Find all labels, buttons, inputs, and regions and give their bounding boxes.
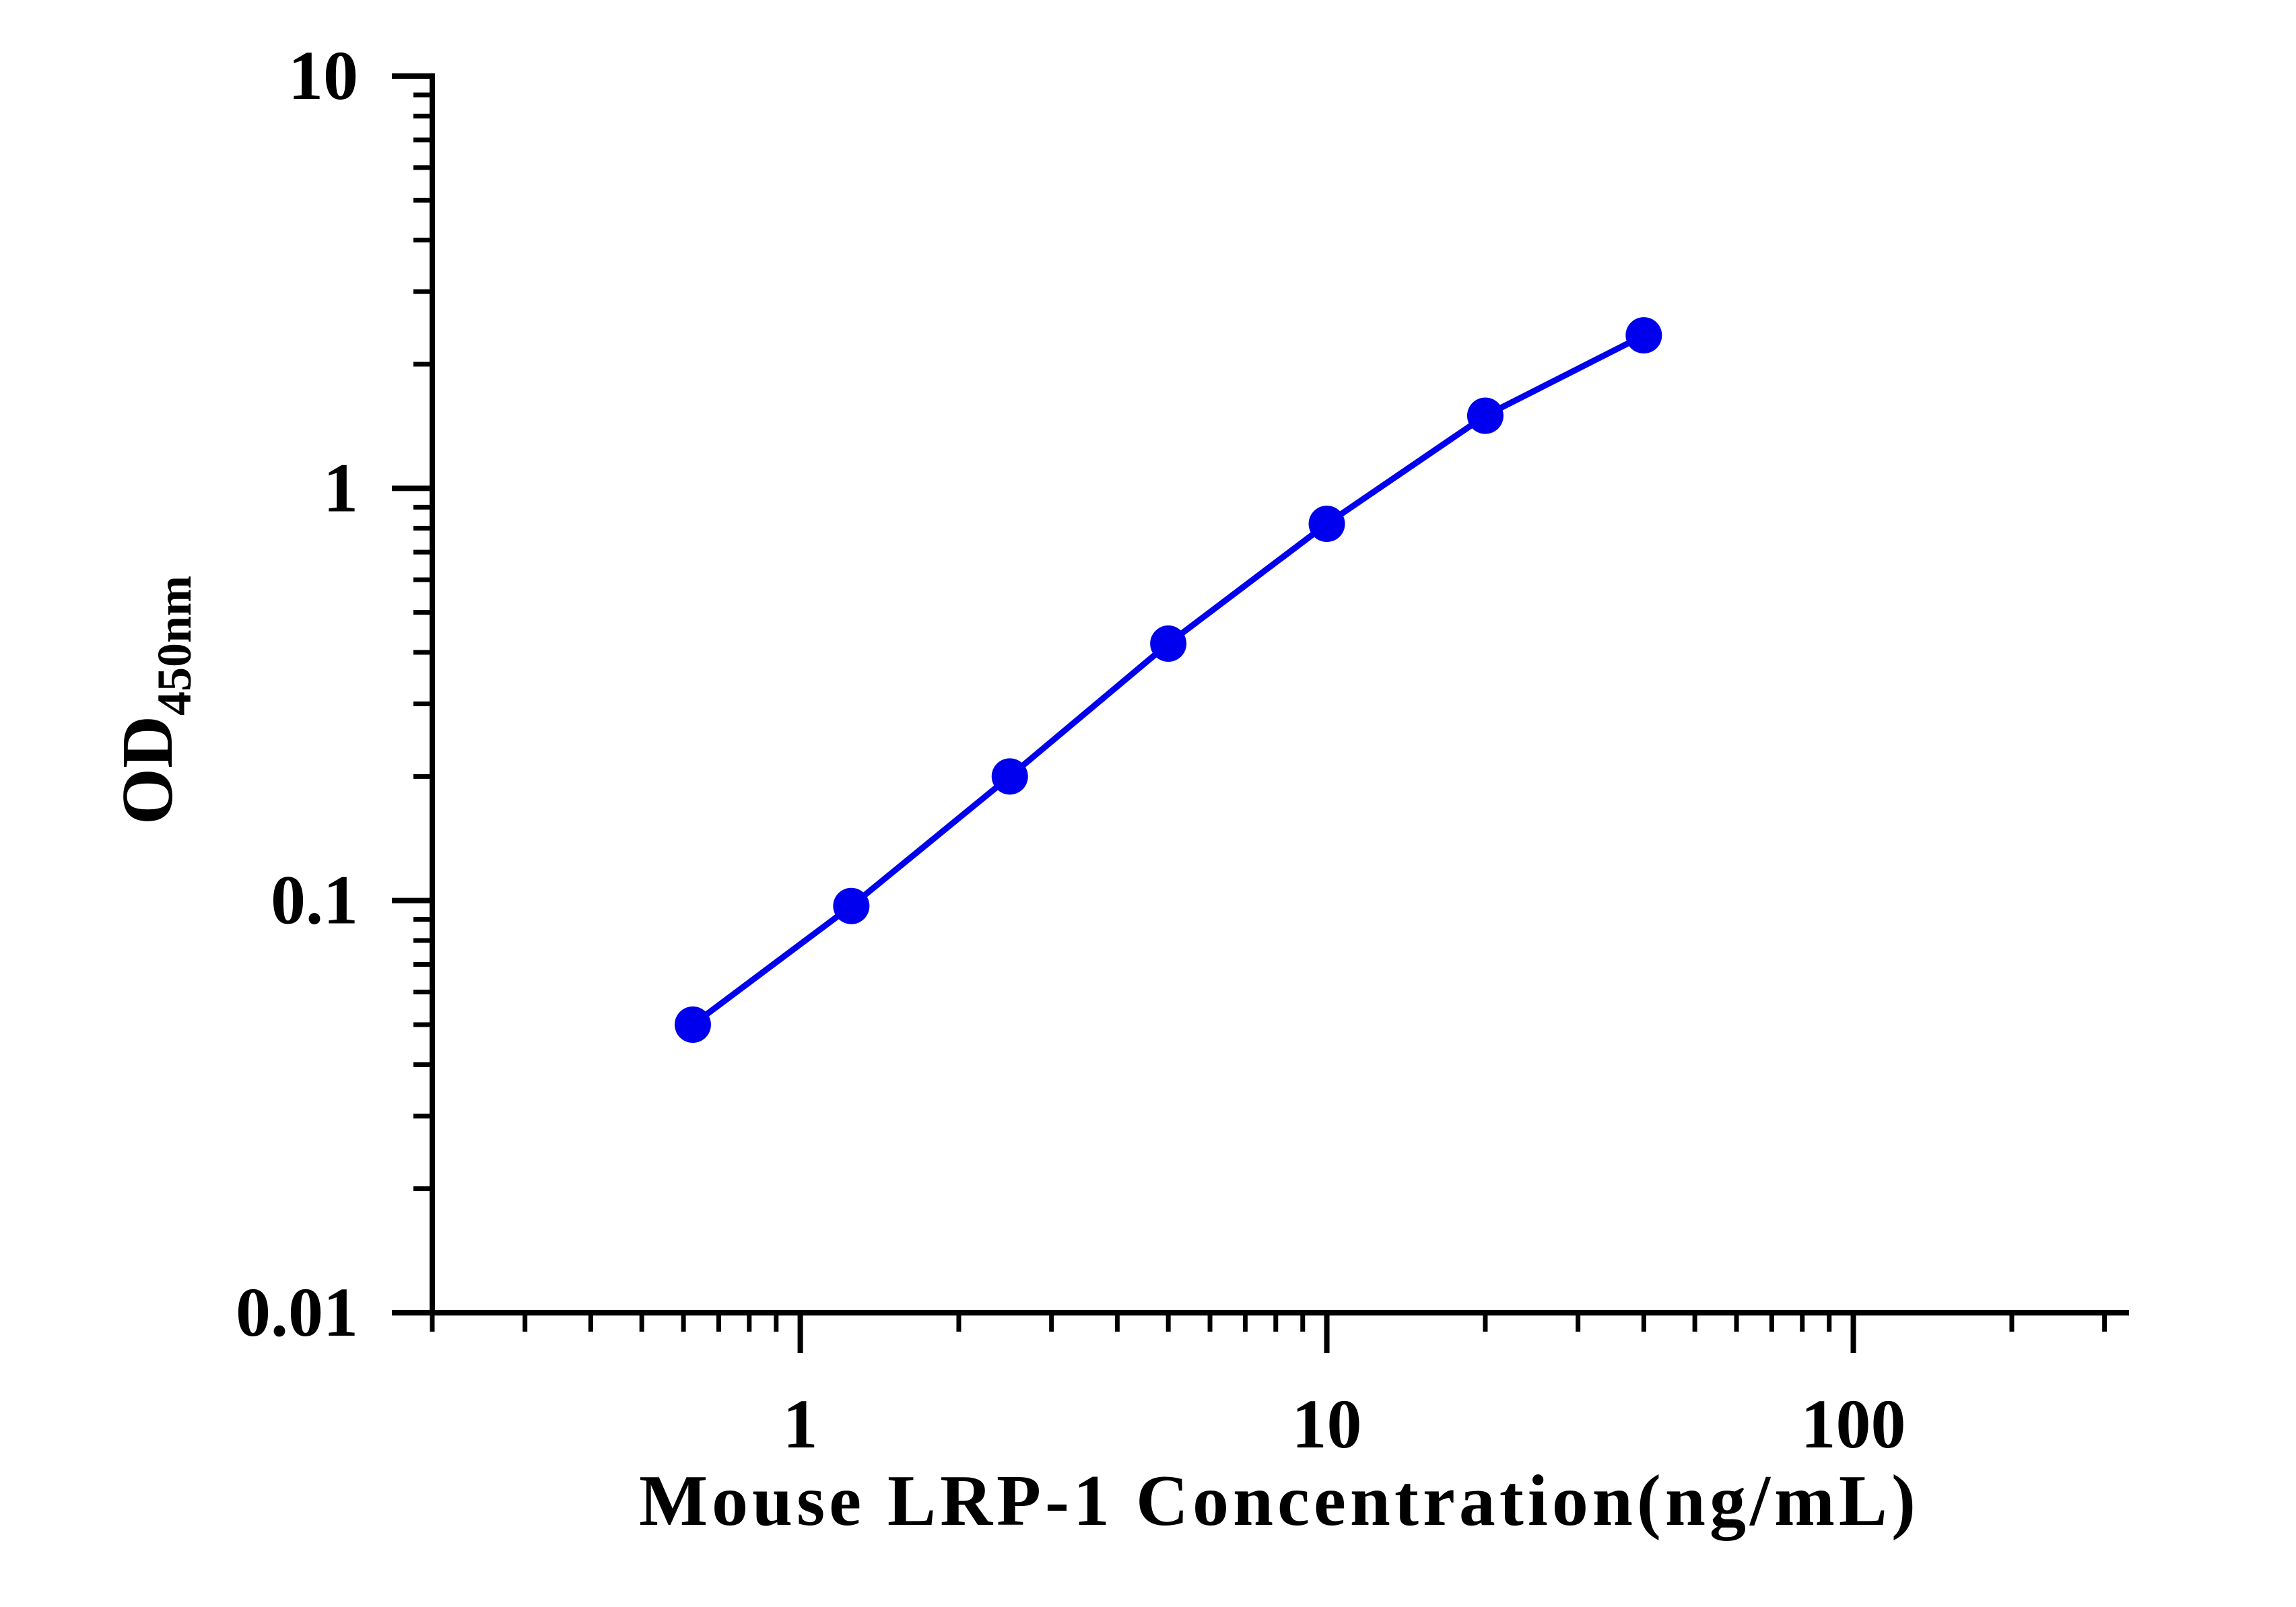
y-tick-label: 1 (323, 449, 358, 526)
series (674, 317, 1662, 1043)
y-tick-label: 0.01 (236, 1274, 358, 1351)
y-axis-label-subscript: 450nm (147, 576, 201, 716)
axis-ticks: 0.01 0.1 1 10 1 10 100 (236, 37, 2107, 1463)
data-point (1150, 625, 1187, 662)
x-tick-label: 100 (1801, 1386, 1906, 1463)
y-axis-label: OD450nm (108, 576, 201, 825)
data-point (991, 758, 1028, 795)
x-tick-label: 1 (783, 1386, 818, 1463)
y-tick-label: 10 (288, 37, 358, 114)
data-point (674, 1006, 711, 1043)
axes (430, 73, 2129, 1315)
y-axis-label-main: OD (108, 716, 188, 825)
data-point (833, 887, 870, 924)
data-point (1466, 397, 1504, 434)
y-tick-label: 0.1 (271, 862, 358, 939)
x-axis-label: Mouse LRP-1 Concentration(ng/mL) (639, 1461, 1920, 1541)
x-tick-label: 10 (1292, 1386, 1362, 1463)
data-point (1308, 506, 1345, 543)
data-point (1625, 317, 1662, 354)
series-line (691, 333, 1646, 1027)
